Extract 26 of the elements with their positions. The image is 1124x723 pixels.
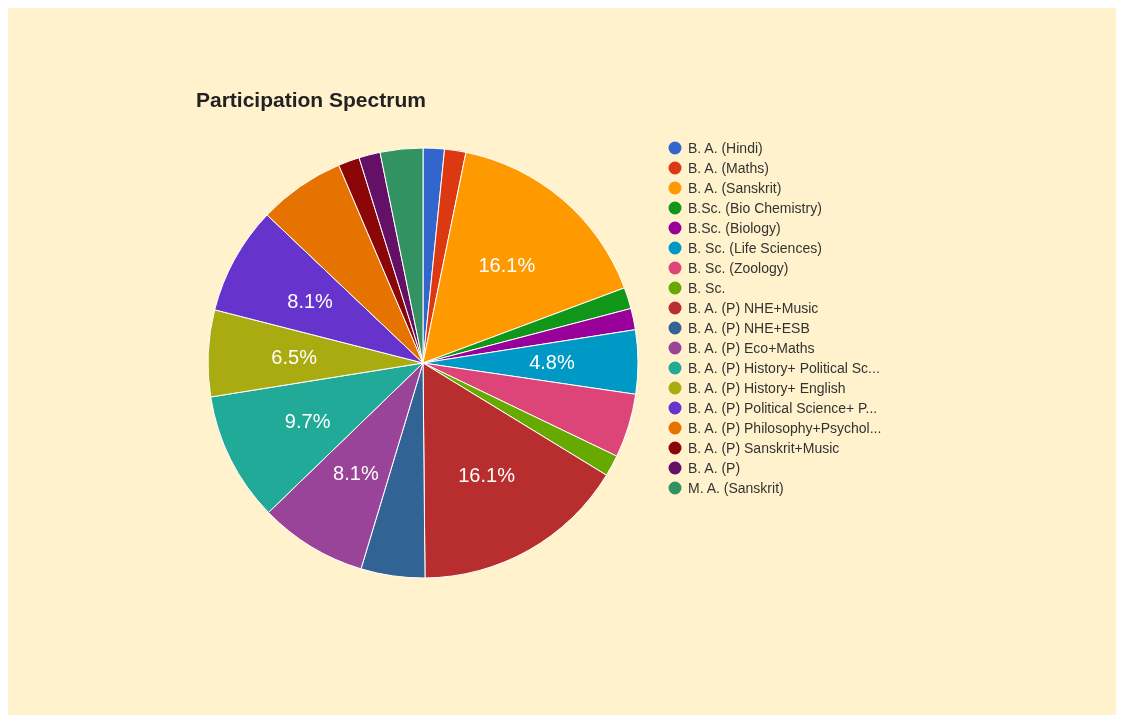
- legend-label: B. A. (P) History+ English: [688, 379, 846, 398]
- legend-label: B. A. (P) Political Science+ P...: [688, 399, 878, 418]
- chart-title: Participation Spectrum: [196, 88, 426, 112]
- data-label: 16.1%: [458, 464, 516, 487]
- legend-label: B. A. (P) Eco+Maths: [688, 339, 815, 358]
- legend-label: B. A. (P) History+ Political Sc...: [688, 359, 880, 378]
- data-label: 16.1%: [478, 253, 536, 276]
- legend-label: B. Sc.: [688, 279, 726, 298]
- legend-label: B. A. (P) NHE+ESB: [688, 319, 810, 338]
- legend-label: B. A. (P): [688, 459, 741, 478]
- legend-label: B.Sc. (Bio Chemistry): [688, 199, 822, 218]
- data-label: 6.5%: [271, 346, 318, 369]
- legend-label: B. A. (P) NHE+Music: [688, 299, 819, 318]
- data-label: 8.1%: [333, 462, 379, 485]
- data-label: 8.1%: [287, 289, 334, 312]
- legend-label: B. A. (Sanskrit): [688, 179, 782, 198]
- legend-label: B.Sc. (Biology): [688, 219, 781, 238]
- legend-label: B. A. (P) Sanskrit+Music: [688, 439, 840, 458]
- legend-label: M. A. (Sanskrit): [688, 479, 784, 498]
- data-label: 4.8%: [529, 351, 575, 374]
- legend-label: B. Sc. (Zoology): [688, 259, 789, 278]
- legend-label: B. A. (Hindi): [688, 139, 763, 158]
- data-label: 9.7%: [284, 409, 331, 432]
- legend-label: B. Sc. (Life Sciences): [688, 239, 822, 258]
- legend-label: B. A. (P) Philosophy+Psychol...: [688, 419, 882, 438]
- legend-label: B. A. (Maths): [688, 159, 769, 178]
